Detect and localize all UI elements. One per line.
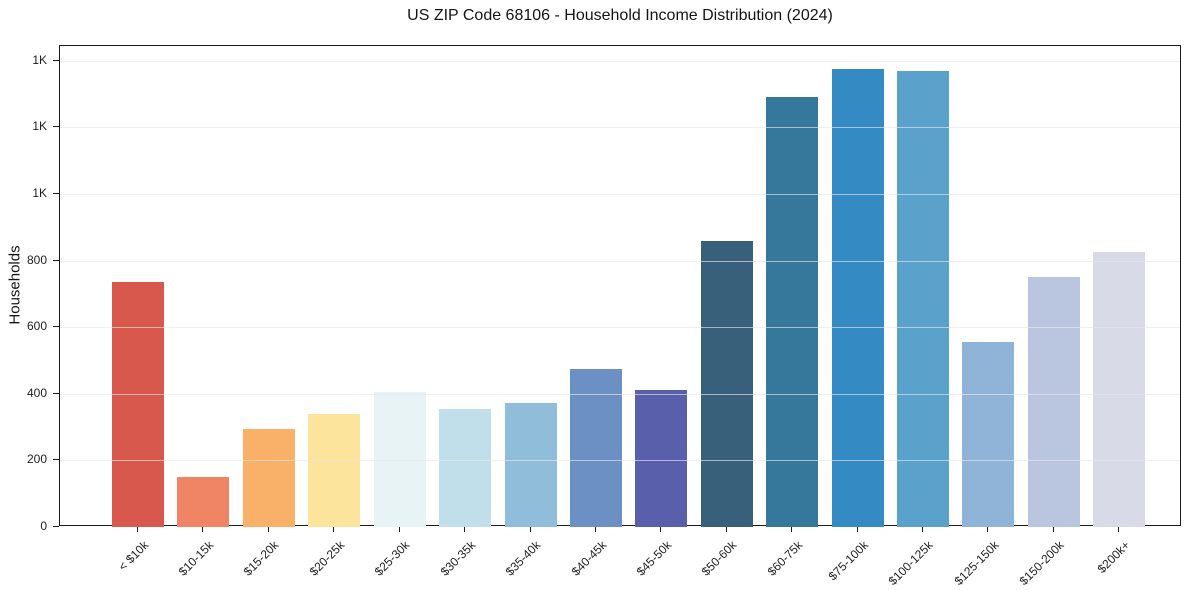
x-tick-mark — [594, 527, 596, 532]
y-tick-mark — [53, 59, 59, 61]
bar-$50-60k — [700, 240, 753, 527]
x-tick-label: $60-75k — [764, 538, 806, 579]
bar-$15-20k — [242, 428, 295, 527]
x-tick-label: $125-150k — [951, 538, 1002, 589]
x-tick-mark — [791, 527, 793, 532]
y-tick-mark — [53, 526, 59, 527]
x-tick-label: $100-125k — [885, 538, 936, 589]
x-tick-mark — [660, 527, 662, 532]
plot-area — [59, 45, 1181, 527]
y-tick-label: 200 — [26, 452, 47, 467]
x-tick-label: $150-200k — [1016, 538, 1067, 589]
bar-$45-50k — [635, 389, 688, 527]
bar-$35-40k — [504, 403, 557, 527]
x-tick-label: $30-35k — [437, 538, 478, 579]
y-tick-label: 400 — [26, 385, 47, 400]
y-tick-mark — [53, 259, 59, 261]
y-tick-label: 1K — [32, 185, 47, 200]
gridline-1400 — [60, 60, 1180, 62]
y-tick-mark — [53, 126, 59, 128]
bar-$20-25k — [308, 413, 361, 527]
bar-$30-35k — [439, 408, 492, 527]
bar-$125-150k — [962, 342, 1015, 527]
bar-< $10k — [112, 282, 164, 527]
gridline-800 — [60, 260, 1180, 262]
bar-$150-200k — [1027, 277, 1080, 527]
y-tick-label: 1K — [32, 119, 47, 134]
bar-$75-100k — [831, 68, 884, 527]
y-tick-mark — [53, 392, 59, 394]
chart-title: US ZIP Code 68106 - Household Income Dis… — [407, 7, 833, 24]
y-tick-mark — [53, 192, 59, 194]
gridline-1200 — [60, 127, 1180, 129]
x-tick-mark — [856, 527, 858, 532]
x-tick-label: $10-15k — [175, 538, 217, 579]
x-tick-label: $25-30k — [372, 538, 413, 579]
x-tick-mark — [464, 527, 466, 532]
x-tick-mark — [987, 527, 989, 532]
bar-$40-45k — [569, 368, 622, 527]
y-tick-label: 1K — [32, 52, 47, 67]
x-tick-label: $20-25k — [306, 538, 348, 579]
gridline-200 — [60, 460, 1180, 462]
x-tick-mark — [137, 527, 138, 532]
x-tick-mark — [267, 527, 269, 532]
x-tick-label: $200k+ — [1094, 538, 1133, 576]
x-tick-label: $50-60k — [699, 538, 740, 579]
x-tick-label: $75-100k — [825, 538, 871, 584]
y-tick-mark — [53, 459, 59, 461]
y-tick-label: 0 — [40, 519, 47, 533]
x-tick-mark — [1052, 527, 1054, 532]
bar-$25-30k — [373, 392, 426, 527]
x-tick-mark — [725, 527, 727, 532]
bar-$200k+ — [1093, 252, 1146, 527]
x-tick-mark — [398, 527, 400, 532]
x-tick-label: $15-20k — [241, 538, 282, 579]
x-tick-label: < $10k — [115, 538, 151, 574]
bar-$10-15k — [177, 477, 230, 527]
x-tick-label: $40-45k — [568, 538, 609, 579]
x-tick-label: $45-50k — [633, 538, 675, 579]
y-tick-label: 800 — [26, 252, 47, 267]
x-tick-mark — [202, 527, 204, 532]
gridline-600 — [60, 327, 1180, 329]
bar-$100-125k — [897, 70, 950, 527]
x-tick-mark — [529, 527, 531, 532]
x-tick-label: $35-40k — [502, 538, 544, 579]
gridline-400 — [60, 393, 1180, 395]
x-tick-mark — [922, 527, 924, 532]
y-tick-label: 600 — [26, 319, 47, 334]
y-tick-mark — [53, 326, 59, 328]
x-tick-mark — [1118, 527, 1120, 532]
x-tick-mark — [333, 527, 335, 532]
gridline-1000 — [60, 193, 1180, 195]
bar-$60-75k — [766, 97, 819, 527]
